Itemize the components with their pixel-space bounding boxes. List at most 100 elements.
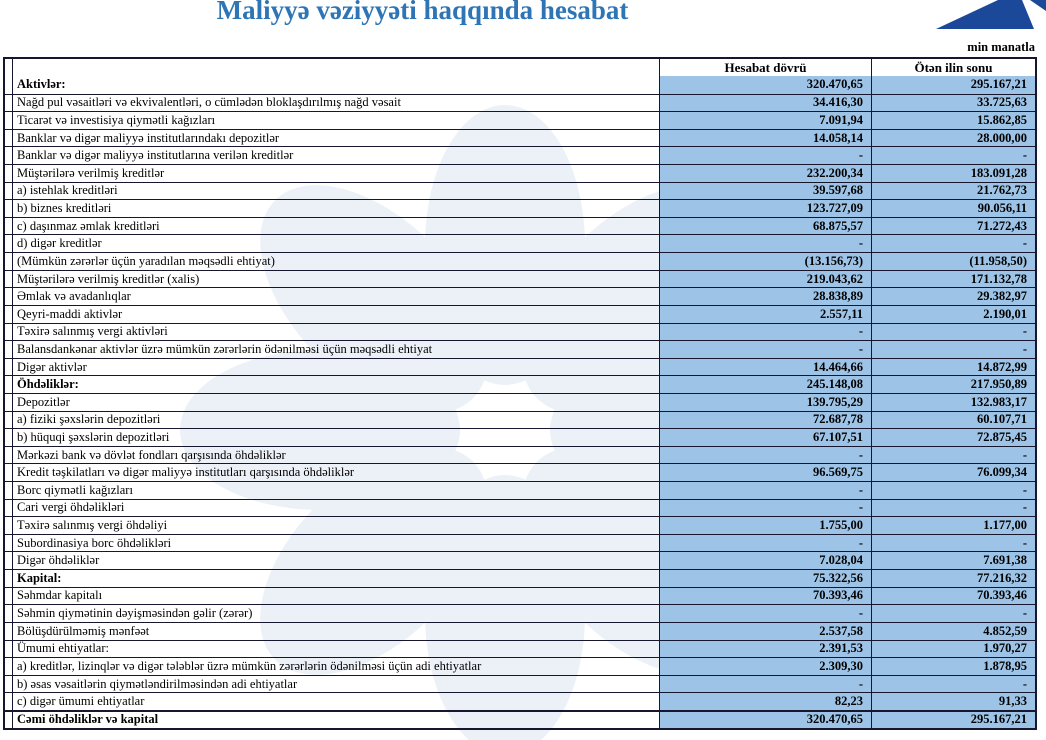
row-label-cell: a) istehlak kreditləri (17, 183, 118, 198)
page-title: Maliyyə vəziyyəti haqqında hesabat (216, 0, 629, 25)
row-spacer-cell (5, 165, 13, 182)
row-label-cell: b) hüquqi şəxslərin depozitləri (17, 429, 170, 444)
row-spacer-cell (5, 235, 13, 253)
table-row: Kredit təşkilatları və digər maliyyə ins… (5, 463, 1035, 482)
row-label-cell: Qeyri-maddi aktivlər (17, 306, 123, 321)
row-spacer-cell (5, 393, 13, 411)
row-value-end-of-last-year: 217.950,89 (871, 376, 1035, 393)
row-spacer-cell (5, 76, 13, 94)
row-label-cell: Səhmdar kapitalı (17, 588, 103, 603)
row-value-reporting-period: 28.838,89 (659, 288, 871, 305)
row-spacer-cell (5, 288, 13, 305)
row-value-end-of-last-year: 77.216,32 (871, 570, 1035, 587)
row-value-end-of-last-year: 295.167,21 (871, 711, 1035, 728)
table-row: Qeyri-maddi aktivlər 2.557,11 2.190,01 (5, 304, 1035, 323)
row-spacer-cell (5, 675, 13, 693)
table-row: Əmlak və avadanlıqlar 28.838,89 29.382,9… (5, 287, 1035, 305)
row-label-cell: (Mümkün zərərlər üçün yaradılan məqsədli… (17, 253, 275, 268)
row-spacer-cell (5, 182, 13, 200)
row-spacer-cell (5, 499, 13, 517)
row-value-reporting-period: - (659, 323, 871, 341)
table-row: Balansdankənar aktivlər üzrə mümkün zərə… (5, 340, 1035, 358)
row-value-end-of-last-year: - (871, 605, 1035, 622)
row-value-end-of-last-year: 90.056,11 (871, 200, 1035, 217)
row-spacer-cell (5, 587, 13, 605)
table-row: c) digər ümumi ehtiyatlar 82,23 91,33 (5, 692, 1035, 710)
row-value-reporting-period: 96.569,75 (659, 464, 871, 482)
row-value-end-of-last-year: 60.107,71 (871, 411, 1035, 429)
row-label-cell: Banklar və digər maliyyə institutlarına … (17, 148, 294, 163)
row-value-end-of-last-year: - (871, 235, 1035, 253)
row-value-reporting-period: 2.391,53 (659, 640, 871, 658)
row-spacer-cell (5, 446, 13, 464)
header-cell-spacer (5, 59, 13, 76)
row-value-reporting-period: 232.200,34 (659, 165, 871, 182)
row-spacer-cell (5, 693, 13, 710)
row-value-reporting-period: - (659, 235, 871, 253)
table-row: a) istehlak kreditləri 39.597,68 21.762,… (5, 181, 1035, 200)
row-value-end-of-last-year: 29.382,97 (871, 288, 1035, 305)
row-value-reporting-period: 39.597,68 (659, 182, 871, 200)
table-row: Subordinasiya borc öhdəlikləri - - (5, 533, 1035, 552)
row-label-cell: Kapital: (17, 570, 62, 585)
row-label-cell: Müştərilərə verilmiş kreditlər (xalis) (17, 271, 200, 286)
table-row: b) biznes kreditləri 123.727,09 90.056,1… (5, 199, 1035, 217)
row-value-reporting-period: 70.393,46 (659, 587, 871, 605)
row-value-end-of-last-year: 1.177,00 (871, 517, 1035, 534)
row-spacer-cell (5, 711, 13, 728)
row-spacer-cell (5, 147, 13, 165)
row-label-cell: Cari vergi öhdəlikləri (17, 500, 125, 515)
row-spacer-cell (5, 200, 13, 217)
row-value-end-of-last-year: (11.958,50) (871, 253, 1035, 270)
table-row: d) digər kreditlər - - (5, 234, 1035, 253)
row-value-end-of-last-year: 132.983,17 (871, 393, 1035, 411)
table-row: Ümumi ehtiyatlar: 2.391,53 1.970,27 (5, 639, 1035, 658)
row-value-end-of-last-year: 183.091,28 (871, 165, 1035, 182)
row-spacer-cell (5, 622, 13, 640)
row-label-cell: Bölüşdürülməmiş mənfəət (17, 623, 150, 638)
row-label-cell: b) biznes kreditləri (17, 201, 112, 216)
row-label-cell: a) fiziki şəxslərin depozitləri (17, 412, 161, 427)
row-value-end-of-last-year: - (871, 446, 1035, 464)
row-value-reporting-period: 14.464,66 (659, 358, 871, 376)
row-label-cell: Nağd pul vəsaitləri və ekvivalentləri, o… (17, 95, 401, 110)
row-label-cell: d) digər kreditlər (17, 236, 102, 251)
row-spacer-cell (5, 112, 13, 129)
row-value-end-of-last-year: 1.970,27 (871, 640, 1035, 658)
row-label-cell: Digər öhdəliklər (17, 553, 100, 568)
row-label-cell: Borc qiymətli kağızları (17, 482, 133, 497)
row-value-end-of-last-year: 91,33 (871, 693, 1035, 710)
table-row: Müştərilərə verilmiş kreditlər (xalis) 2… (5, 269, 1035, 288)
row-value-reporting-period: - (659, 605, 871, 622)
table-row: Səhmdar kapitalı 70.393,46 70.393,46 (5, 586, 1035, 605)
row-value-reporting-period: - (659, 499, 871, 517)
row-label-cell: c) daşınmaz əmlak kreditləri (17, 218, 160, 233)
row-value-reporting-period: (13.156,73) (659, 253, 871, 270)
header-cell-reporting-period: Hesabat dövrü (659, 59, 871, 76)
row-value-end-of-last-year: - (871, 675, 1035, 693)
row-value-end-of-last-year: - (871, 499, 1035, 517)
row-value-end-of-last-year: 33.725,63 (871, 94, 1035, 112)
row-label-cell: Səhmin qiymətinin dəyişməsindən gəlir (z… (17, 606, 253, 621)
row-spacer-cell (5, 534, 13, 552)
row-label-cell: Cəmi öhdəliklər və kapital (17, 712, 159, 727)
row-value-reporting-period: - (659, 147, 871, 165)
row-value-reporting-period: 1.755,00 (659, 517, 871, 534)
row-value-end-of-last-year: 28.000,00 (871, 129, 1035, 147)
table-row: Müştərilərə verilmiş kreditlər 232.200,3… (5, 164, 1035, 182)
table-row: Kapital: 75.322,56 77.216,32 (5, 569, 1035, 587)
table-row: Borc qiymətli kağızları - - (5, 481, 1035, 499)
unit-note: min manatla (967, 40, 1035, 54)
table-row: Təxirə salınmış vergi aktivləri - - (5, 322, 1035, 341)
row-value-reporting-period: - (659, 534, 871, 552)
row-value-reporting-period: 82,23 (659, 693, 871, 710)
table-row: Digər aktivlər 14.464,66 14.872,99 (5, 357, 1035, 376)
row-value-end-of-last-year: 72.875,45 (871, 429, 1035, 446)
row-value-end-of-last-year: 171.132,78 (871, 270, 1035, 288)
bank-logo-icon (936, 0, 1046, 29)
row-label-cell: Ticarət və investisiya qiymətli kağızlar… (17, 113, 216, 128)
row-spacer-cell (5, 341, 13, 358)
row-spacer-cell (5, 129, 13, 147)
row-value-reporting-period: 7.028,04 (659, 552, 871, 570)
row-label-cell: Müştərilərə verilmiş kreditlər (17, 165, 165, 180)
